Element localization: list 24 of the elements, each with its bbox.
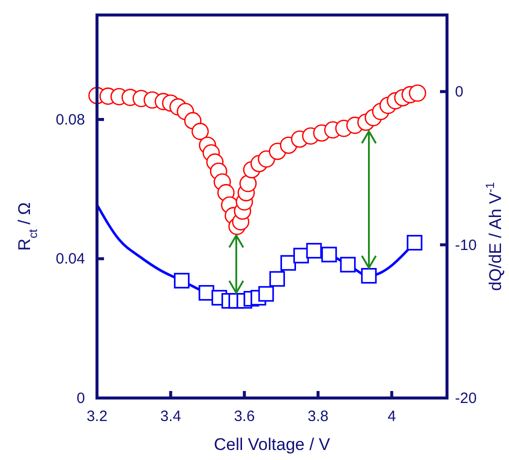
point [406,234,422,251]
point [280,255,296,271]
y2-tick-label: -20 [455,390,477,407]
y-tick-label: 0.08 [56,111,85,128]
point [408,84,426,102]
point [340,256,356,272]
point [321,246,337,262]
x-tick-label: 3.4 [160,408,182,425]
x-tick-label: 3.8 [308,408,328,425]
point [174,272,190,288]
point [361,268,377,284]
x-tick-label: 3.2 [86,408,108,425]
point [192,122,209,140]
point [306,242,322,259]
point [239,174,257,192]
x-tick-label: 3.6 [234,408,255,425]
y2-tick-label: -10 [455,236,477,254]
y-tick-label: 0 [76,390,85,407]
point [269,271,285,287]
y-tick-label: 0.04 [56,250,85,268]
x-tick-label: 4 [388,408,396,425]
x-axis-title: Cell Voltage / V [214,435,331,454]
y2-tick-label: 0 [455,84,464,101]
point [258,286,274,302]
